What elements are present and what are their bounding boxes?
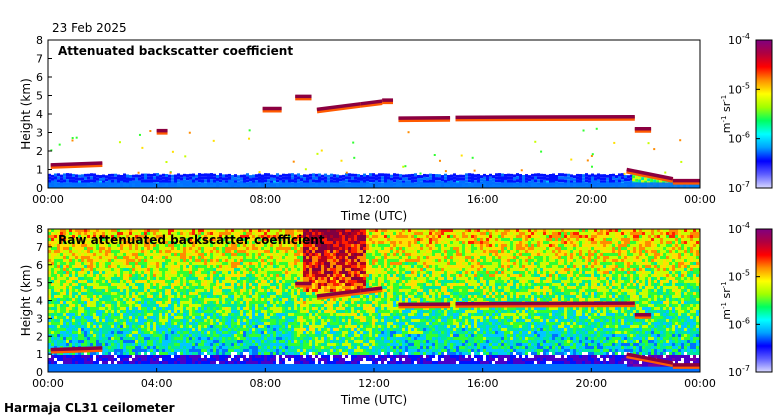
- x-tick-label: 04:00: [141, 193, 173, 206]
- site-label: Harmaja CL31 ceilometer: [4, 401, 175, 415]
- x-tick-label: 00:00: [684, 193, 716, 206]
- colorbar-scale: [755, 39, 773, 189]
- cloud-layer-5: [398, 302, 451, 309]
- colorbar-tick-label: 10-7: [728, 364, 750, 379]
- x-axis-label: Time (UTC): [340, 393, 407, 407]
- cloud-layer-1: [50, 346, 103, 354]
- cloud-layer-8: [626, 352, 674, 368]
- plot-panel-2: 0 1 2 3 4 5 6 7 8 00:00 04:00 08:00 12:00 16:00 20:00 0…: [19, 223, 716, 407]
- cloud-layer-5: [316, 102, 361, 114]
- x-axis-label: Time (UTC): [340, 209, 407, 223]
- y-tick-label: 1: [36, 348, 43, 361]
- cloud-layer-7: [382, 98, 394, 105]
- y-tick-label: 8: [36, 34, 43, 47]
- y-axis-label: Height (km): [19, 265, 33, 336]
- colorbar-tick-label: 10-4: [728, 221, 750, 236]
- cloud-layer-11: [626, 167, 674, 183]
- heatmap-area: [48, 229, 700, 372]
- y-tick-label: 1: [36, 164, 43, 177]
- x-tick-label: 16:00: [467, 193, 499, 206]
- cloud-layer-2: [295, 281, 312, 288]
- plot-title: Raw attenuated backscatter coefficient: [58, 233, 325, 247]
- cloud-layer-3: [316, 288, 361, 301]
- colorbar-1: 10-7 10-6 10-5 10-4 m-1 sr-1: [720, 32, 773, 195]
- x-tick-label: 08:00: [249, 193, 281, 206]
- x-tick-label: 00:00: [684, 377, 716, 390]
- colorbar-tick-label: 10-5: [728, 81, 750, 96]
- y-tick-label: 2: [36, 145, 43, 158]
- colorbar-tick-label: 10-5: [728, 269, 750, 284]
- y-tick-label: 7: [36, 53, 43, 66]
- y-tick-label: 5: [36, 90, 43, 103]
- y-axis-label: Height (km): [19, 78, 33, 149]
- x-tick-label: 20:00: [575, 193, 607, 206]
- colorbar-tick-label: 10-6: [728, 131, 750, 146]
- y-tick-label: 3: [36, 127, 43, 140]
- cloud-layer-9: [672, 363, 700, 369]
- plot-title: Attenuated backscatter coefficient: [58, 44, 293, 58]
- y-tick-label: 6: [36, 259, 43, 272]
- cloud-layer-3: [262, 106, 282, 113]
- colorbar-tick-label: 10-4: [728, 32, 750, 47]
- colorbar-2: 10-7 10-6 10-5 10-4 m-1 sr-1: [720, 221, 773, 379]
- cloud-layer-2: [156, 128, 168, 135]
- colorbar-unit-label: m-1 sr-1: [720, 95, 733, 133]
- heatmap-area: [48, 40, 700, 188]
- cloud-layer-10: [634, 127, 652, 133]
- cloud-layer-8: [398, 115, 451, 123]
- y-tick-label: 5: [36, 277, 43, 290]
- plot-panel-1: 0 1 2 3 4 5 6 7 8 00:00 04:00 08:00 12:00 16:00 20:00 0…: [19, 34, 716, 223]
- y-tick-label: 7: [36, 241, 43, 254]
- colorbar-unit-label: m-1 sr-1: [720, 281, 733, 319]
- cloud-layer-12: [672, 178, 700, 185]
- colorbar-tick-label: 10-7: [728, 180, 750, 195]
- cloud-layer-4: [360, 286, 383, 295]
- x-tick-label: 12:00: [358, 193, 390, 206]
- x-tick-label: 20:00: [575, 377, 607, 390]
- y-tick-label: 4: [36, 295, 43, 308]
- colorbar-scale: [755, 228, 773, 373]
- cloud-layer-1: [50, 161, 103, 169]
- cloud-layer-6: [360, 99, 383, 108]
- x-tick-label: 16:00: [467, 377, 499, 390]
- y-tick-label: 2: [36, 330, 43, 343]
- x-tick-label: 04:00: [141, 377, 173, 390]
- cloud-layer-6: [455, 301, 635, 308]
- y-tick-label: 3: [36, 312, 43, 325]
- y-tick-label: 6: [36, 71, 43, 84]
- colorbar-tick-label: 10-6: [728, 316, 750, 331]
- cloud-layer-9: [455, 115, 635, 122]
- x-tick-label: 00:00: [32, 377, 64, 390]
- x-tick-label: 12:00: [358, 377, 390, 390]
- y-tick-label: 0: [36, 366, 43, 379]
- cloud-layer-4: [295, 94, 312, 101]
- y-tick-label: 0: [36, 182, 43, 195]
- x-tick-label: 08:00: [249, 377, 281, 390]
- y-tick-label: 4: [36, 108, 43, 121]
- cloud-layer-7: [634, 313, 652, 319]
- y-tick-label: 8: [36, 223, 43, 236]
- date-label: 23 Feb 2025: [52, 21, 127, 35]
- x-tick-label: 00:00: [32, 193, 64, 206]
